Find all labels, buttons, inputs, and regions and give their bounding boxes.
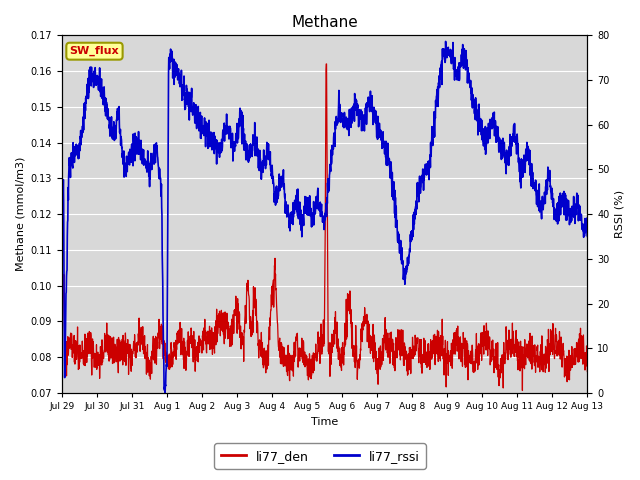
Legend: li77_den, li77_rssi: li77_den, li77_rssi	[214, 444, 426, 469]
Y-axis label: Methane (mmol/m3): Methane (mmol/m3)	[15, 157, 25, 271]
Line: li77_rssi: li77_rssi	[62, 41, 588, 393]
li77_rssi	[442, 38, 449, 44]
li77_rssi	[161, 390, 169, 396]
li77_rssi	[84, 94, 92, 99]
Text: SW_flux: SW_flux	[70, 46, 119, 56]
Line: li77_den: li77_den	[62, 64, 588, 391]
li77_rssi	[300, 223, 307, 228]
li77_den	[584, 369, 591, 374]
li77_rssi	[314, 189, 321, 194]
li77_rssi	[568, 208, 576, 214]
li77_den	[518, 388, 526, 394]
li77_rssi	[58, 200, 66, 205]
Title: Methane: Methane	[291, 15, 358, 30]
X-axis label: Time: Time	[311, 417, 338, 427]
li77_rssi	[472, 109, 480, 115]
li77_den	[84, 340, 92, 346]
li77_den	[58, 362, 66, 368]
li77_rssi	[584, 233, 591, 239]
li77_rssi	[569, 213, 577, 218]
li77_den	[472, 360, 480, 366]
li77_den	[323, 61, 330, 67]
li77_den	[314, 350, 321, 356]
li77_den	[569, 357, 577, 363]
li77_den	[300, 338, 307, 344]
Y-axis label: RSSI (%): RSSI (%)	[615, 190, 625, 238]
li77_den	[568, 351, 576, 357]
